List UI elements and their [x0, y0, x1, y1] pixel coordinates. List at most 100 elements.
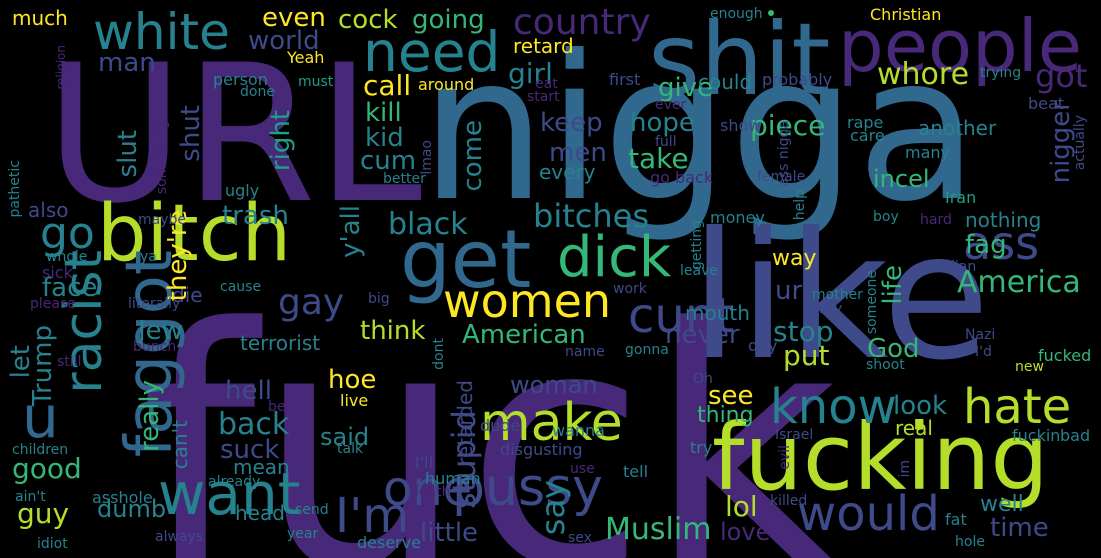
word-cause: cause — [220, 279, 262, 295]
word-also: also — [28, 198, 69, 222]
word-must: must — [298, 74, 334, 90]
word-enough: enough — [710, 6, 763, 22]
word-fuck: fuck — [140, 258, 838, 558]
word-religion: religion — [54, 45, 68, 90]
word-first: first — [609, 70, 641, 89]
word-much: much — [12, 6, 68, 30]
word-shit: shit — [648, 1, 831, 118]
word-help: help — [792, 190, 808, 221]
word-big: big — [368, 291, 390, 307]
word-gay: gay — [278, 282, 345, 323]
word-muslim: Muslim — [605, 512, 712, 547]
word-rape: rape — [847, 113, 884, 132]
word-money: money — [710, 208, 765, 227]
word-american: American — [462, 320, 586, 350]
word-go: go — [40, 208, 95, 259]
word-live: live — [340, 391, 369, 410]
word-lol: lol — [725, 490, 758, 523]
word-yall: y'all — [336, 205, 366, 258]
word-know: know — [770, 379, 897, 435]
word-ass-nigga: ass nigga — [776, 120, 792, 187]
word-still: still — [57, 354, 82, 370]
word-head: head — [235, 501, 285, 525]
word-sick: sick — [42, 263, 73, 282]
word-dumb: dumb — [97, 495, 167, 523]
word-time: time — [990, 513, 1049, 543]
word-indian: Indian — [933, 259, 977, 275]
word-hole: hole — [955, 534, 985, 550]
word-woman: woman — [510, 371, 598, 399]
word-call: call — [363, 69, 412, 102]
word-make: make — [480, 393, 623, 453]
word-come: come — [458, 120, 488, 192]
word-retard: retard — [513, 34, 574, 58]
word-hoe: hoe — [328, 365, 377, 395]
word-eat: eat — [535, 76, 558, 92]
word-probably: probably — [762, 70, 833, 89]
word-really: really — [135, 380, 165, 452]
word-ya: ya — [140, 249, 157, 265]
word-thing: thing — [697, 403, 754, 428]
word-shut: shut — [176, 105, 206, 162]
word-care: care — [850, 126, 885, 145]
word-face: face — [42, 273, 98, 303]
word-actually: actually — [1072, 115, 1088, 171]
word-world: world — [248, 26, 320, 56]
word-deserve: deserve — [357, 533, 422, 552]
word-name: name — [565, 344, 605, 360]
word-black: black — [388, 207, 468, 242]
word-bitches: bitches — [533, 197, 649, 235]
dot-mark — [768, 10, 774, 16]
word-people: people — [838, 4, 1083, 88]
word-im: I'm — [335, 488, 410, 544]
word-little: little — [420, 518, 479, 548]
word-love: love — [720, 518, 771, 546]
word-guy: guy — [17, 497, 70, 530]
word-fuckin: fuckin — [1012, 426, 1061, 445]
word-already: already — [208, 474, 261, 490]
word-dont: dont — [431, 338, 447, 370]
word-put: put — [783, 339, 830, 372]
word-dirty: dirty — [810, 301, 843, 317]
word-ever: ever — [655, 97, 687, 113]
word-fag: fag — [965, 230, 1007, 260]
word-one: one — [383, 461, 473, 517]
word-nigga: nigga — [420, 13, 979, 246]
word-sex: sex — [568, 530, 592, 546]
word-fucked: fucked — [1038, 346, 1092, 365]
word-new: new — [1015, 359, 1044, 375]
word-trump: Trump — [28, 325, 58, 407]
word-kill: kill — [365, 98, 402, 128]
word-disgusting: disgusting — [500, 440, 583, 459]
word-talk: talk — [337, 441, 364, 457]
word-got: got — [1035, 57, 1088, 95]
word-done: done — [240, 84, 275, 100]
word-iran: Iran — [945, 188, 977, 207]
word-person: person — [213, 70, 268, 89]
word-real: real — [895, 416, 933, 440]
word-stop: stop — [773, 315, 834, 348]
word-girl: girl — [508, 57, 553, 90]
word-id: I'd — [975, 344, 992, 360]
word-show: show — [720, 116, 762, 135]
word-man: man — [98, 48, 156, 78]
word-female: female — [757, 169, 806, 185]
word-every: every — [539, 160, 596, 184]
word-mean: mean — [233, 455, 290, 479]
word-human: human — [425, 469, 481, 488]
word-take: take — [628, 142, 689, 175]
word-idiot: idiot — [37, 536, 68, 552]
word-incel: incel — [873, 165, 930, 193]
word-israel: Israel — [775, 427, 814, 443]
word-cunt: cunt — [628, 288, 735, 344]
word-someone: someone — [864, 270, 880, 335]
word-whole: whole — [46, 249, 88, 265]
word-try: try — [690, 438, 713, 457]
word-many: many — [905, 143, 950, 162]
word-dick: dick — [557, 225, 672, 290]
word-well: well — [980, 492, 1024, 517]
word-nothing: nothing — [965, 208, 1042, 232]
word-said: said — [320, 423, 370, 451]
word-keep: keep — [540, 108, 603, 138]
